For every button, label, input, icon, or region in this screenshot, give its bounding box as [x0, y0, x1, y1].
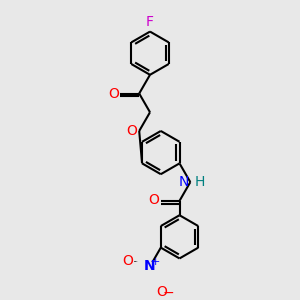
Text: N: N	[178, 175, 189, 189]
Text: O: O	[156, 285, 167, 299]
Text: O: O	[122, 254, 133, 268]
Text: O: O	[126, 124, 137, 138]
Text: +: +	[151, 257, 160, 267]
Text: −: −	[162, 286, 174, 300]
Text: H: H	[195, 175, 205, 189]
Text: O: O	[148, 193, 159, 207]
Text: F: F	[146, 15, 154, 29]
Text: O: O	[108, 86, 119, 100]
Text: N: N	[144, 260, 156, 273]
